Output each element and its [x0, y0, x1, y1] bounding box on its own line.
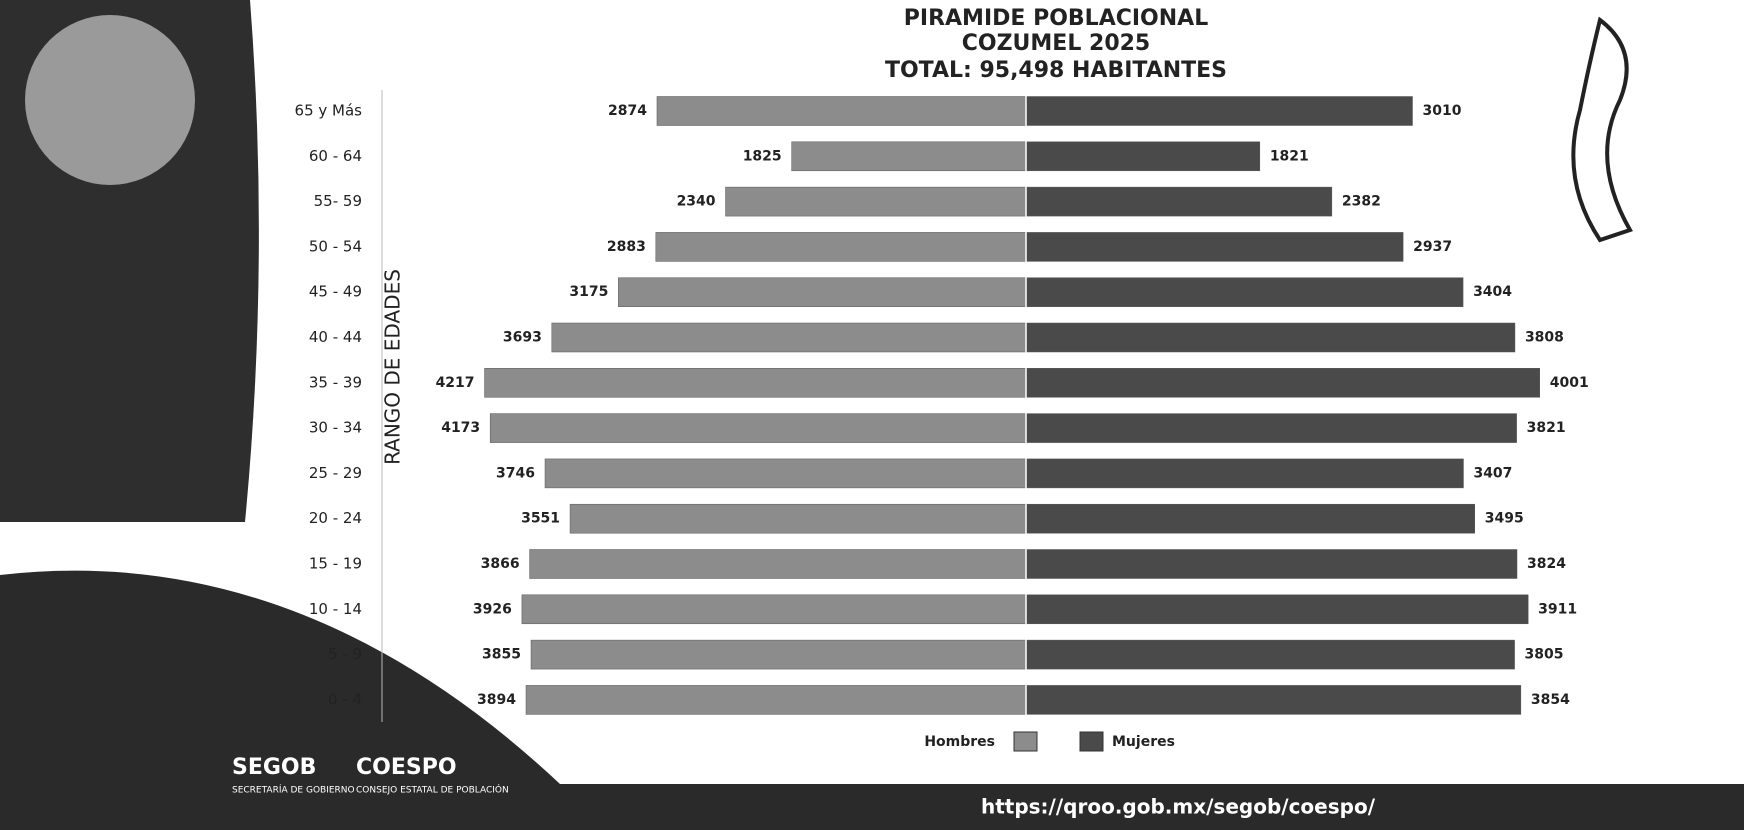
category-label: 60 - 64 [309, 147, 362, 165]
category-label: 55- 59 [314, 192, 362, 210]
value-label: 3805 [1525, 647, 1564, 663]
category-label: 20 - 24 [309, 509, 362, 527]
bar [521, 594, 1027, 625]
bar [529, 549, 1027, 579]
value-label: 2937 [1413, 239, 1452, 255]
value-label: 3866 [481, 556, 520, 572]
url[interactable]: https://qroo.gob.mx/segob/coespo/ [981, 795, 1376, 819]
value-label: 3010 [1422, 103, 1461, 119]
bar [1025, 549, 1518, 579]
bar [1025, 368, 1540, 398]
category-label: 35 - 39 [309, 373, 362, 391]
bar [655, 232, 1027, 262]
value-label: 3824 [1527, 556, 1566, 572]
bar [1025, 322, 1516, 353]
bar [489, 413, 1027, 443]
bar [618, 277, 1027, 307]
bar [484, 368, 1027, 398]
bar [569, 503, 1027, 534]
bar [1025, 685, 1522, 715]
bar [1025, 639, 1515, 670]
legend-label: Hombres [924, 734, 995, 750]
bar [656, 96, 1027, 126]
value-label: 3407 [1473, 465, 1512, 481]
bar [1025, 503, 1476, 534]
value-label: 3495 [1485, 511, 1524, 527]
value-label: 3854 [1531, 692, 1570, 708]
value-label: 3926 [473, 601, 512, 617]
bar [525, 685, 1027, 715]
bar [551, 322, 1027, 353]
y-axis-label: RANGO DE EDADES [381, 269, 405, 465]
value-label: 3821 [1527, 420, 1566, 436]
category-label: 15 - 19 [309, 555, 362, 573]
value-label: 2340 [677, 194, 716, 210]
value-label: 4173 [441, 420, 480, 436]
bar [725, 186, 1027, 217]
bar [1025, 413, 1517, 443]
category-label: 5 - 9 [328, 645, 362, 663]
value-label: 1825 [743, 148, 782, 164]
bar [1025, 232, 1404, 262]
value-label: 4001 [1550, 375, 1589, 391]
value-label: 3746 [496, 465, 535, 481]
bar [1025, 458, 1464, 489]
bar [544, 458, 1027, 489]
category-label: 25 - 29 [309, 464, 362, 482]
value-label: 3855 [482, 647, 521, 663]
globe-illustration [25, 15, 195, 185]
value-label: 3404 [1473, 284, 1512, 300]
coespo-sub: CONSEJO ESTATAL DE POBLACIÓN [356, 784, 509, 796]
category-label: 50 - 54 [309, 237, 362, 255]
legend-label: Mujeres [1112, 734, 1175, 750]
maya-figure [1571, 16, 1633, 243]
bar [1025, 96, 1413, 126]
category-label: 40 - 44 [309, 328, 362, 346]
bar [530, 639, 1027, 670]
value-label: 3911 [1538, 601, 1577, 617]
legend-swatch [1079, 731, 1104, 752]
value-label: 3894 [477, 692, 516, 708]
value-label: 3808 [1525, 330, 1564, 346]
category-label: 45 - 49 [309, 283, 362, 301]
legend-swatch [1013, 731, 1038, 752]
value-label: 2883 [607, 239, 646, 255]
bottom-band [0, 570, 1744, 830]
category-label: 30 - 34 [309, 419, 362, 437]
value-label: 3693 [503, 330, 542, 346]
category-label: 10 - 14 [309, 600, 362, 618]
category-label: 0 - 4 [328, 690, 362, 708]
value-label: 4217 [436, 375, 475, 391]
bar [1025, 186, 1333, 217]
value-label: 3551 [521, 511, 560, 527]
coespo: COESPO [356, 755, 457, 780]
title: PIRAMIDE POBLACIONAL [904, 6, 1208, 31]
segob: SEGOB [232, 755, 316, 780]
subtitle: COZUMEL 2025 [962, 31, 1151, 56]
value-label: 2874 [608, 103, 647, 119]
value-label: 2382 [1342, 194, 1381, 210]
bar [1025, 594, 1529, 625]
segob-sub: SECRETARÍA DE GOBIERNO [232, 784, 355, 796]
bar [1025, 141, 1261, 172]
bar [791, 141, 1027, 172]
value-label: 3175 [569, 284, 608, 300]
value-label: 1821 [1270, 148, 1309, 164]
bar [1025, 277, 1464, 307]
total: TOTAL: 95,498 HABITANTES [885, 58, 1227, 83]
category-label: 65 y Más [295, 102, 363, 120]
